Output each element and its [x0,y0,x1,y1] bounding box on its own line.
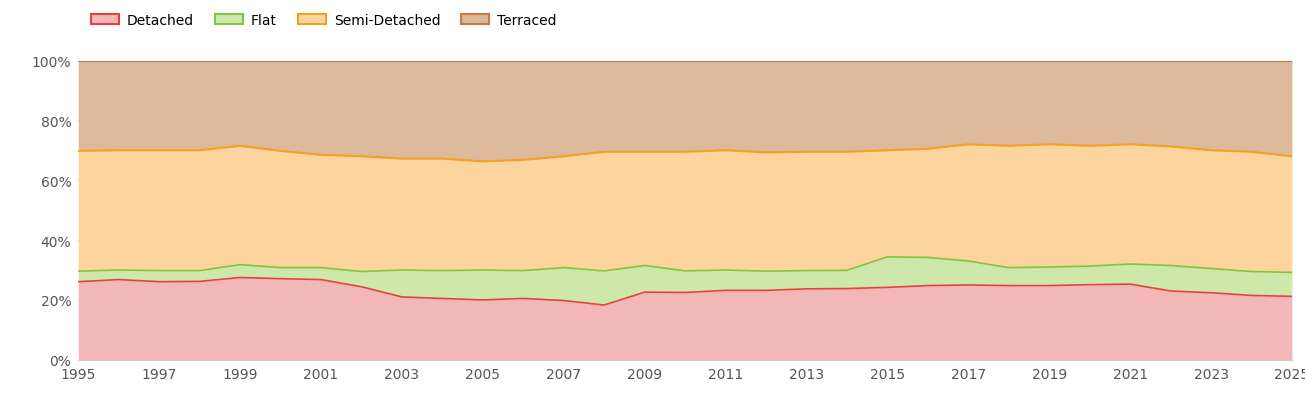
Legend: Detached, Flat, Semi-Detached, Terraced: Detached, Flat, Semi-Detached, Terraced [85,9,562,34]
